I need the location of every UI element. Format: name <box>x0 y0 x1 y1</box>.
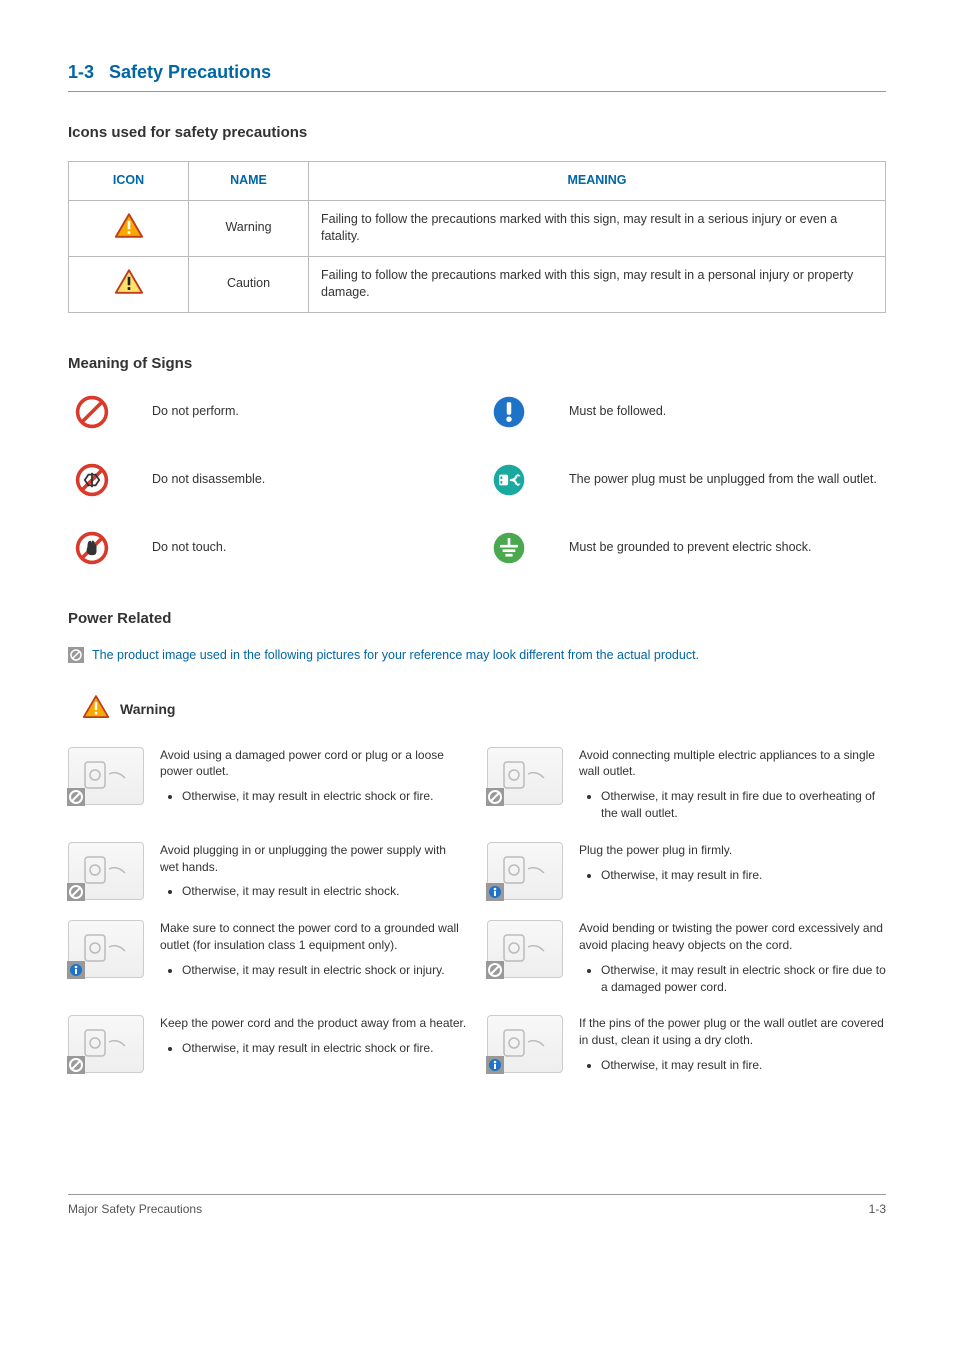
warning-bullet: Otherwise, it may result in fire. <box>601 867 886 884</box>
warning-illustration <box>68 920 146 995</box>
cell-name: Caution <box>189 256 309 312</box>
sign-text: Must be grounded to prevent electric sho… <box>569 539 886 557</box>
signs-grid: Do not perform. Must be followed. Do not… <box>68 392 886 568</box>
sign-text: The power plug must be unplugged from th… <box>569 471 886 489</box>
badge-info-icon <box>486 1056 504 1074</box>
note-line: The product image used in the following … <box>68 647 886 665</box>
ground-icon <box>489 528 529 568</box>
illustration-placeholder-icon <box>487 920 563 978</box>
illustration-placeholder-icon <box>68 1015 144 1073</box>
warning-bullet: Otherwise, it may result in fire. <box>601 1057 886 1074</box>
illustration-placeholder-icon <box>487 842 563 900</box>
illustration-placeholder-icon <box>68 920 144 978</box>
subsection-icons: Icons used for safety precautions <box>68 122 886 143</box>
warning-illustration <box>68 1015 146 1073</box>
footer-left: Major Safety Precautions <box>68 1201 202 1218</box>
badge-prohibit-icon <box>67 1056 85 1074</box>
note-badge-icon <box>68 647 84 663</box>
warning-bullet: Otherwise, it may result in electric sho… <box>182 962 467 979</box>
warning-body: Avoid plugging in or unplugging the powe… <box>160 842 467 900</box>
warning-title: Avoid plugging in or unplugging the powe… <box>160 842 467 876</box>
page-footer: Major Safety Precautions 1-3 <box>68 1194 886 1218</box>
warning-body: Make sure to connect the power cord to a… <box>160 920 467 995</box>
warning-item: Plug the power plug in firmly. Otherwise… <box>487 842 886 900</box>
warning-body: Plug the power plug in firmly. Otherwise… <box>579 842 886 900</box>
footer-right: 1-3 <box>869 1201 886 1218</box>
warning-bullet: Otherwise, it may result in electric sho… <box>601 962 886 996</box>
warnings-grid: Avoid using a damaged power cord or plug… <box>68 747 886 1074</box>
cell-name: Warning <box>189 200 309 256</box>
subsection-power: Power Related <box>68 608 886 629</box>
warning-illustration <box>68 842 146 900</box>
badge-prohibit-icon <box>486 788 504 806</box>
table-row: Warning Failing to follow the precaution… <box>69 200 886 256</box>
warning-body: Avoid bending or twisting the power cord… <box>579 920 886 995</box>
subsection-signs: Meaning of Signs <box>68 353 886 374</box>
warning-bullet: Otherwise, it may result in electric sho… <box>182 1040 467 1057</box>
illustration-placeholder-icon <box>487 747 563 805</box>
warning-item: Avoid connecting multiple electric appli… <box>487 747 886 822</box>
must-icon <box>489 392 529 432</box>
badge-prohibit-icon <box>486 961 504 979</box>
warning-item: Keep the power cord and the product away… <box>68 1015 467 1073</box>
cell-meaning: Failing to follow the precautions marked… <box>309 200 886 256</box>
th-icon: ICON <box>69 162 189 201</box>
cell-icon <box>69 200 189 256</box>
warning-item: Avoid bending or twisting the power cord… <box>487 920 886 995</box>
warning-title: Avoid bending or twisting the power cord… <box>579 920 886 954</box>
badge-info-icon <box>486 883 504 901</box>
th-meaning: MEANING <box>309 162 886 201</box>
badge-prohibit-icon <box>67 883 85 901</box>
illustration-placeholder-icon <box>68 842 144 900</box>
cell-icon <box>69 256 189 312</box>
warning-illustration <box>487 1015 565 1073</box>
sign-text: Do not touch. <box>152 539 469 557</box>
warning-item: If the pins of the power plug or the wal… <box>487 1015 886 1073</box>
illustration-placeholder-icon <box>487 1015 563 1073</box>
warning-illustration <box>487 842 565 900</box>
th-name: NAME <box>189 162 309 201</box>
warning-title: Avoid using a damaged power cord or plug… <box>160 747 467 781</box>
note-text: The product image used in the following … <box>92 647 699 665</box>
warning-body: Keep the power cord and the product away… <box>160 1015 467 1073</box>
warning-item: Make sure to connect the power cord to a… <box>68 920 467 995</box>
warning-header: Warning <box>68 694 886 724</box>
warning-title: Keep the power cord and the product away… <box>160 1015 467 1032</box>
prohibit-icon <box>72 392 112 432</box>
warning-title: Plug the power plug in firmly. <box>579 842 886 859</box>
icon-table: ICON NAME MEANING Warning Failing to fol… <box>68 161 886 313</box>
warning-item: Avoid using a damaged power cord or plug… <box>68 747 467 822</box>
no-touch-icon <box>72 528 112 568</box>
warning-bullet: Otherwise, it may result in electric sho… <box>182 788 467 805</box>
warning-title: Avoid connecting multiple electric appli… <box>579 747 886 781</box>
section-number: 1-3 <box>68 62 94 82</box>
illustration-placeholder-icon <box>68 747 144 805</box>
sign-text: Must be followed. <box>569 403 886 421</box>
cell-meaning: Failing to follow the precautions marked… <box>309 256 886 312</box>
section-name: Safety Precautions <box>109 62 271 82</box>
warning-bullet: Otherwise, it may result in fire due to … <box>601 788 886 822</box>
warning-illustration <box>68 747 146 822</box>
table-row: Caution Failing to follow the precaution… <box>69 256 886 312</box>
warning-body: If the pins of the power plug or the wal… <box>579 1015 886 1073</box>
warning-bullet: Otherwise, it may result in electric sho… <box>182 883 467 900</box>
warning-triangle-icon <box>82 694 110 724</box>
warning-title: Make sure to connect the power cord to a… <box>160 920 467 954</box>
warning-title: If the pins of the power plug or the wal… <box>579 1015 886 1049</box>
warning-body: Avoid connecting multiple electric appli… <box>579 747 886 822</box>
warning-illustration <box>487 920 565 995</box>
sign-text: Do not perform. <box>152 403 469 421</box>
badge-info-icon <box>67 961 85 979</box>
warning-item: Avoid plugging in or unplugging the powe… <box>68 842 467 900</box>
warning-illustration <box>487 747 565 822</box>
no-disassemble-icon <box>72 460 112 500</box>
warning-header-label: Warning <box>120 700 175 720</box>
section-title: 1-3 Safety Precautions <box>68 60 886 92</box>
badge-prohibit-icon <box>67 788 85 806</box>
unplug-icon <box>489 460 529 500</box>
sign-text: Do not disassemble. <box>152 471 469 489</box>
warning-body: Avoid using a damaged power cord or plug… <box>160 747 467 822</box>
